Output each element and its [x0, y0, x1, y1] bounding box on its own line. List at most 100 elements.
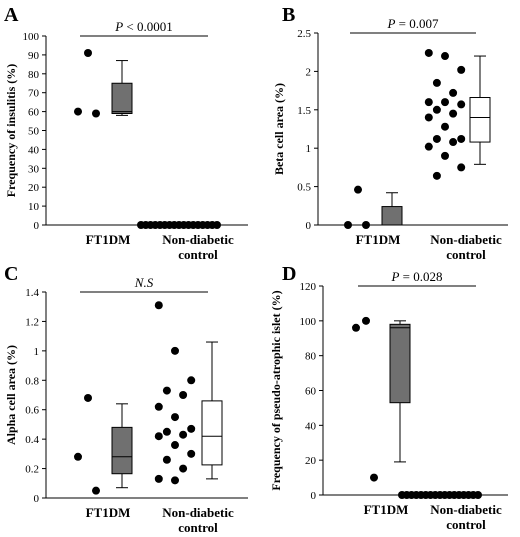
data-point: [74, 107, 82, 116]
y-tick-label: 80: [305, 351, 317, 363]
panel-c: C 0 0.2 0.4 0.6 0.8 1 1.2 1.4 Alpha cell area (%)…: [4, 263, 248, 535]
data-point: [441, 151, 449, 160]
significance-label: P = 0.028: [390, 269, 442, 284]
data-point: [179, 430, 188, 439]
y-tick-label: 40: [28, 144, 40, 156]
data-point: [162, 427, 171, 436]
p-symbol: P: [390, 269, 399, 284]
category-label: Non-diabetic: [162, 505, 234, 520]
data-point: [432, 171, 441, 180]
panel-label: C: [4, 263, 18, 285]
panel-label: D: [282, 263, 296, 285]
y-axis-label: Alpha cell area (%): [4, 345, 18, 445]
data-point: [84, 49, 92, 58]
data-point: [432, 105, 441, 114]
box: [381, 206, 403, 226]
y-tick-label: 60: [28, 107, 40, 119]
p-symbol: P: [114, 19, 123, 34]
category-label-line2: control: [178, 520, 218, 535]
data-point: [362, 221, 370, 229]
data-point: [84, 393, 92, 402]
y-tick-label: 30: [28, 163, 40, 175]
category-label: FT1DM: [86, 232, 131, 247]
p-symbol: P: [386, 16, 395, 31]
data-point: [187, 449, 196, 458]
panel-a: A 0 10 20 30 40 50 60 70 80 90 100 Frequency of insu…: [4, 4, 248, 262]
panel-d: D 0 20 40 60 80 100 120 Frequency of pseudo-atro…: [269, 263, 508, 532]
panel-b: B 0 0.5 1 1.5 2 2.5 Beta cell area (%) FT1DM Non-…: [272, 4, 508, 262]
data-point: [449, 138, 458, 147]
p-value: = 0.028: [399, 269, 442, 284]
y-tick-label: 40: [305, 420, 317, 432]
y-tick-label: 0: [34, 220, 40, 232]
data-point: [441, 98, 449, 107]
y-tick-label: 20: [28, 182, 40, 194]
data-point: [457, 65, 466, 74]
data-point: [179, 464, 188, 473]
data-point: [474, 491, 482, 499]
y-tick-label: 1.4: [25, 287, 39, 299]
y-axis-label: Beta cell area (%): [272, 83, 286, 175]
y-axis-label: Frequency of pseudo-atrophic islet (%): [269, 290, 283, 490]
y-tick-label: 120: [300, 281, 317, 293]
data-point: [171, 441, 179, 450]
box: [469, 97, 491, 143]
y-tick-label: 90: [28, 50, 40, 62]
data-point: [154, 301, 163, 310]
data-point: [162, 386, 171, 395]
y-axis-label: Frequency of insulitis (%): [4, 64, 18, 197]
data-point: [449, 109, 458, 118]
y-tick-label: 2.5: [297, 28, 311, 40]
data-point: [449, 88, 458, 97]
data-point: [432, 134, 441, 143]
y-tick-label: 0.4: [25, 434, 39, 446]
box: [389, 323, 411, 404]
data-point: [154, 402, 163, 411]
data-point: [92, 486, 100, 495]
data-point: [457, 163, 466, 172]
box: [111, 82, 133, 114]
category-label: FT1DM: [356, 232, 401, 247]
y-tick-label: 50: [28, 126, 40, 138]
data-point: [441, 122, 449, 131]
panel-label: A: [4, 4, 19, 26]
y-tick-label: 1.2: [25, 316, 39, 328]
data-point: [187, 376, 196, 385]
data-point: [213, 221, 221, 229]
data-point: [154, 432, 163, 441]
data-point: [352, 323, 360, 332]
y-tick-label: 0: [311, 490, 317, 502]
box: [201, 400, 223, 466]
data-point: [424, 48, 433, 57]
significance-label: N.S: [134, 275, 154, 290]
category-label-line2: control: [446, 517, 486, 532]
p-value: < 0.0001: [123, 19, 173, 34]
data-point: [424, 113, 433, 122]
y-tick-label: 0.2: [25, 464, 39, 476]
data-point: [344, 221, 352, 229]
data-point: [441, 52, 449, 61]
y-tick-label: 60: [305, 386, 317, 398]
y-tick-label: 1.5: [297, 105, 311, 117]
y-tick-label: 70: [28, 88, 40, 100]
y-tick-label: 2: [306, 66, 312, 78]
panel-label: B: [282, 4, 295, 26]
category-label-line2: control: [446, 247, 486, 262]
data-point: [362, 316, 370, 325]
data-point: [162, 455, 171, 464]
y-tick-label: 20: [305, 455, 317, 467]
y-tick-label: 0.6: [25, 405, 39, 417]
data-point: [424, 142, 433, 151]
significance-label: P = 0.007: [386, 16, 439, 31]
y-tick-label: 10: [28, 201, 40, 213]
category-label: FT1DM: [86, 505, 131, 520]
data-point: [354, 185, 362, 194]
category-label: Non-diabetic: [430, 502, 502, 517]
data-point: [457, 134, 466, 143]
category-label: Non-diabetic: [430, 232, 502, 247]
data-point: [457, 100, 466, 109]
y-tick-label: 0: [34, 493, 40, 505]
data-point: [432, 78, 441, 87]
y-tick-label: 0.8: [25, 375, 39, 387]
significance-label: P < 0.0001: [114, 19, 173, 34]
